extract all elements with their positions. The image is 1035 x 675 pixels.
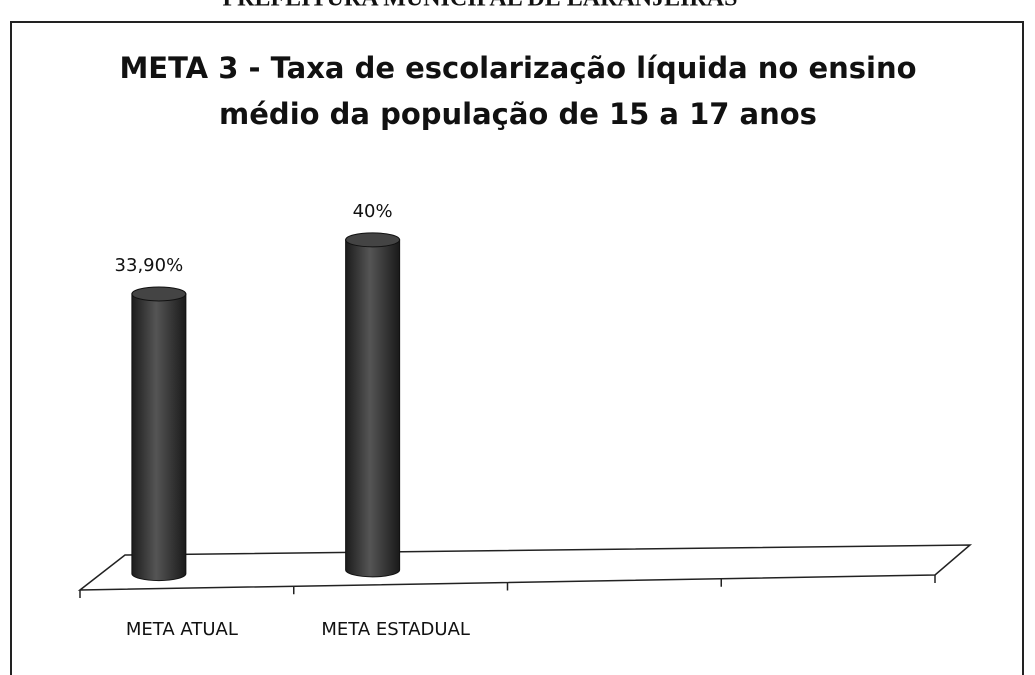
value-label: 33,90% <box>115 255 184 276</box>
bar-cap <box>345 232 401 248</box>
bar <box>131 293 187 582</box>
chart-title: META 3 - Taxa de escolarização líquida n… <box>119 51 916 85</box>
x-tick-label: META ATUAL <box>126 619 238 640</box>
page-header: PREFEITURA MUNICIPAL DE LARANJEIRAS <box>223 0 738 12</box>
floor <box>77 544 973 591</box>
value-label: 40% <box>353 201 393 222</box>
chart-title: médio da população de 15 a 17 anos <box>219 97 817 131</box>
chart-frame <box>10 21 1024 675</box>
bar <box>345 239 401 578</box>
bar-cap <box>131 286 187 302</box>
x-tick-label: META ESTADUAL <box>321 619 470 640</box>
